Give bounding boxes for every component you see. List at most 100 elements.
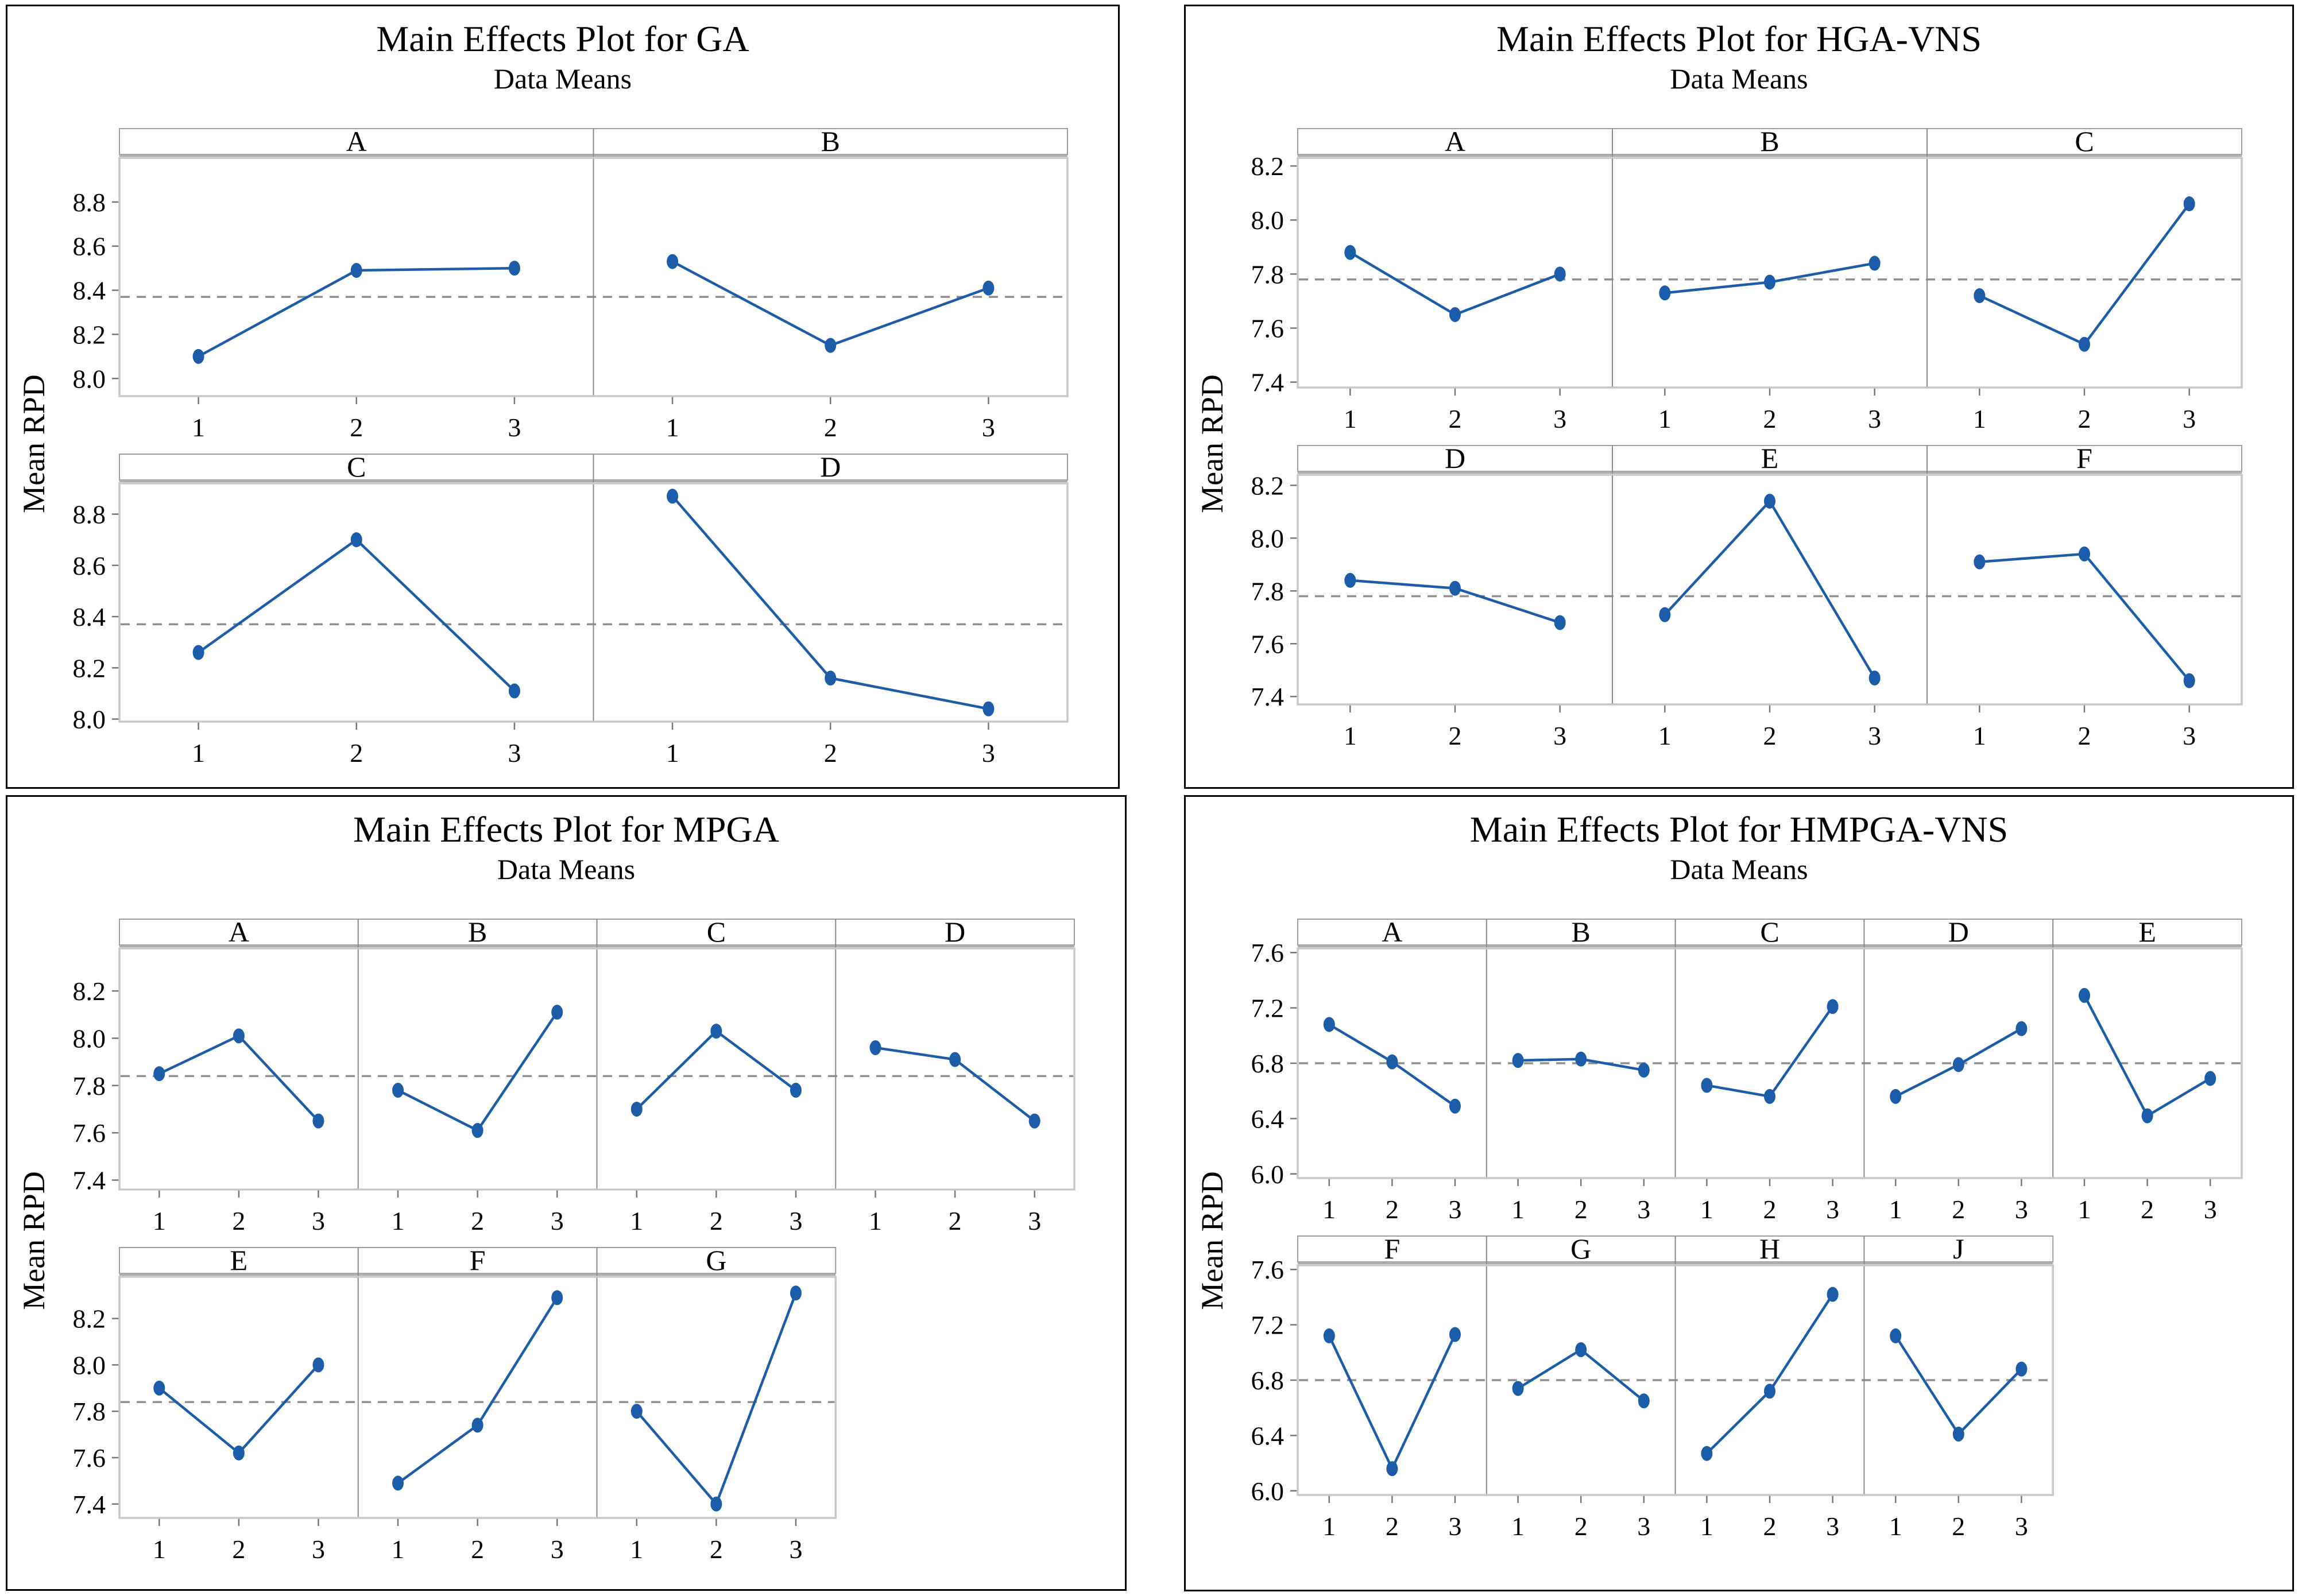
x-tick-label: 2 — [1763, 404, 1777, 433]
plot-rows: A B C D E 7.6 7.2 6.8 6.4 6.0 1 2 3 1 2 3 1 2 3 1 2 3 1 2 3 F G H J 7… — [1186, 919, 2292, 1552]
effects-line — [1349, 251, 1561, 316]
plot-rows: A B 8.8 8.6 8.4 8.2 8.0 1 2 3 1 2 3 C D 8.8 8.6 8.4 8.2 8.0… — [7, 128, 1118, 779]
data-point-marker — [551, 1005, 563, 1020]
data-point-marker — [869, 1040, 881, 1055]
panel-ga: Main Effects Plot for GA Data Means Mean… — [6, 5, 1120, 789]
x-tick-label: 3 — [789, 1535, 802, 1564]
y-tick-label: 8.4 — [73, 602, 106, 632]
data-point-marker — [1952, 1426, 1964, 1442]
data-point-marker — [1449, 307, 1461, 322]
factor-label: C — [1760, 919, 1779, 948]
y-tick-label: 8.2 — [1251, 471, 1285, 500]
data-point-marker — [710, 1496, 722, 1512]
factor-label: B — [1572, 919, 1591, 948]
x-tick-label: 3 — [1637, 1512, 1650, 1541]
data-point-marker — [153, 1066, 165, 1082]
x-tick-label: 2 — [1449, 404, 1462, 433]
y-tick-label: 7.8 — [1251, 576, 1285, 606]
effects-line — [636, 1029, 797, 1110]
main-effects-row-chart: A B C D E 7.6 7.2 6.8 6.4 6.0 1 2 3 1 2 3 1 2 3 1 2 3 1 2 3 — [1251, 919, 2243, 1224]
y-tick-label: 7.4 — [1251, 368, 1285, 397]
effects-line — [2083, 994, 2211, 1118]
x-tick-label: 2 — [824, 413, 837, 442]
x-tick-label: 3 — [1868, 721, 1881, 750]
effects-line — [158, 1034, 320, 1122]
data-point-marker — [1512, 1053, 1524, 1068]
data-point-marker — [551, 1290, 563, 1306]
data-point-marker — [1449, 580, 1461, 596]
data-point-marker — [949, 1052, 961, 1067]
x-tick-label: 2 — [350, 738, 363, 768]
y-tick-label: 7.8 — [1251, 259, 1285, 289]
data-point-marker — [2079, 336, 2090, 352]
y-tick-label: 8.2 — [73, 653, 106, 683]
x-tick-label: 2 — [824, 738, 837, 768]
factor-label: A — [1445, 128, 1465, 157]
y-tick-label: 7.6 — [1251, 938, 1285, 967]
x-tick-label: 1 — [630, 1206, 643, 1235]
data-point-marker — [825, 671, 837, 686]
data-point-marker — [1974, 288, 1986, 303]
data-point-marker — [1638, 1063, 1650, 1078]
data-point-marker — [153, 1380, 165, 1396]
factor-label: A — [346, 128, 367, 157]
data-point-marker — [471, 1123, 483, 1138]
data-point-marker — [667, 254, 679, 269]
panel-title: Main Effects Plot for HMPGA-VNS — [1469, 809, 2009, 850]
x-tick-label: 1 — [666, 738, 679, 768]
x-tick-label: 2 — [471, 1535, 484, 1564]
data-point-marker — [1952, 1057, 1964, 1072]
data-point-marker — [1764, 1088, 1775, 1104]
plot-frame — [118, 947, 1076, 1191]
effects-line — [198, 538, 516, 692]
data-point-marker — [710, 1024, 722, 1039]
data-point-marker — [1575, 1342, 1587, 1357]
x-tick-label: 1 — [1973, 721, 1986, 750]
x-tick-label: 3 — [1553, 721, 1566, 750]
x-tick-label: 1 — [1700, 1512, 1713, 1541]
y-tick-label: 6.0 — [1251, 1477, 1285, 1506]
main-effects-row-chart: A B C D 8.2 8.0 7.8 7.6 7.4 1 2 3 1 2 3 1 2 3 1 2 3 — [73, 919, 1076, 1235]
factor-label: G — [1570, 1235, 1591, 1265]
data-point-marker — [1659, 607, 1671, 622]
y-tick-label: 8.0 — [73, 705, 106, 734]
x-tick-label: 1 — [1889, 1195, 1902, 1224]
x-tick-label: 1 — [1344, 404, 1357, 433]
effects-line — [158, 1363, 320, 1455]
x-tick-label: 3 — [1637, 1195, 1650, 1224]
x-tick-label: 1 — [1889, 1512, 1902, 1541]
data-point-marker — [471, 1417, 483, 1433]
factor-label: F — [2076, 445, 2092, 474]
factor-label: B — [468, 919, 487, 948]
y-tick-label: 6.8 — [1251, 1366, 1285, 1395]
y-tick-label: 7.6 — [73, 1443, 106, 1473]
data-point-marker — [2015, 1021, 2028, 1036]
y-tick-label: 7.4 — [1251, 682, 1285, 711]
y-tick-label: 8.8 — [73, 188, 106, 217]
main-effects-row-chart: C D 8.8 8.6 8.4 8.2 8.0 1 2 3 1 2 3 — [73, 454, 1069, 768]
panel-title: Main Effects Plot for MPGA — [353, 809, 779, 850]
factor-label: C — [707, 919, 726, 948]
data-point-marker — [2079, 987, 2090, 1003]
data-point-marker — [1554, 615, 1566, 630]
factor-label: E — [1761, 445, 1779, 474]
x-tick-label: 3 — [312, 1206, 325, 1235]
x-tick-label: 3 — [1868, 404, 1881, 433]
y-tick-label: 7.6 — [1251, 629, 1285, 658]
panel-title: Main Effects Plot for HGA-VNS — [1496, 18, 1982, 59]
data-point-marker — [1386, 1054, 1398, 1070]
y-tick-label: 7.4 — [73, 1490, 106, 1519]
x-tick-label: 1 — [1658, 404, 1672, 433]
data-point-marker — [2183, 673, 2195, 688]
y-tick-label: 7.2 — [1251, 994, 1285, 1023]
x-tick-label: 1 — [1322, 1512, 1336, 1541]
x-tick-label: 3 — [982, 413, 995, 442]
main-effects-row-chart: E F G 8.2 8.0 7.8 7.6 7.4 1 2 3 1 2 3 1 2 3 — [73, 1247, 837, 1564]
plot-rows: A B C 8.2 8.0 7.8 7.6 7.4 1 2 3 1 2 3 1 2 3 D E F 8.2 8.0 7.8 7… — [1186, 128, 2292, 762]
x-tick-label: 1 — [1344, 721, 1357, 750]
x-tick-label: 2 — [2141, 1195, 2154, 1224]
y-tick-label: 8.0 — [73, 1350, 106, 1380]
x-tick-label: 3 — [508, 738, 521, 768]
data-point-marker — [2183, 196, 2195, 211]
x-tick-label: 2 — [1952, 1512, 1965, 1541]
